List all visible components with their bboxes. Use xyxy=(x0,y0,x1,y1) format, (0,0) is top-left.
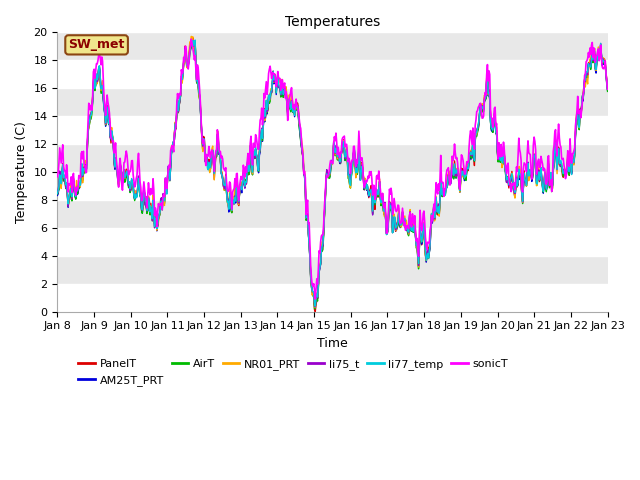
li75_t xyxy=(63,191,71,197)
Line: AirT: AirT xyxy=(58,41,607,309)
NR01_PRT xyxy=(120,169,128,175)
sonicT xyxy=(312,296,319,302)
NR01_PRT xyxy=(401,213,408,219)
li75_t xyxy=(206,165,214,170)
li77_temp xyxy=(191,37,199,43)
Line: li75_t: li75_t xyxy=(58,41,607,307)
li77_temp xyxy=(176,96,184,101)
Legend: PanelT, AM25T_PRT, AirT, NR01_PRT, li75_t, li77_temp, sonicT: PanelT, AM25T_PRT, AirT, NR01_PRT, li75_… xyxy=(74,355,512,390)
NR01_PRT xyxy=(604,85,611,91)
PanelT xyxy=(401,216,408,222)
AM25T_PRT xyxy=(191,37,199,43)
li75_t xyxy=(312,304,319,310)
AM25T_PRT xyxy=(206,168,214,174)
AirT xyxy=(401,217,408,223)
AM25T_PRT xyxy=(176,97,184,103)
Bar xyxy=(58,60,607,87)
NR01_PRT xyxy=(63,191,71,196)
li77_temp xyxy=(401,216,408,221)
AirT xyxy=(63,190,71,196)
li75_t xyxy=(401,217,408,223)
sonicT xyxy=(120,160,128,166)
PanelT xyxy=(176,98,184,104)
li75_t xyxy=(604,86,611,92)
NR01_PRT xyxy=(188,34,195,39)
sonicT xyxy=(63,170,71,176)
AirT xyxy=(206,169,214,175)
li75_t xyxy=(189,38,196,44)
sonicT xyxy=(401,219,408,225)
sonicT xyxy=(417,219,425,225)
li75_t xyxy=(176,96,184,101)
li77_temp xyxy=(417,233,425,239)
PanelT xyxy=(417,237,425,242)
AirT xyxy=(176,97,184,103)
AirT xyxy=(417,234,425,240)
Line: PanelT: PanelT xyxy=(58,38,607,312)
li77_temp xyxy=(604,86,611,92)
PanelT xyxy=(604,85,611,91)
AirT xyxy=(604,88,611,94)
Text: SW_met: SW_met xyxy=(68,38,125,51)
NR01_PRT xyxy=(176,94,184,100)
AirT xyxy=(120,172,128,178)
NR01_PRT xyxy=(312,305,319,311)
PanelT xyxy=(189,35,196,41)
NR01_PRT xyxy=(54,190,61,195)
AirT xyxy=(312,306,319,312)
Bar xyxy=(58,284,607,312)
AM25T_PRT xyxy=(312,304,319,310)
NR01_PRT xyxy=(206,170,214,176)
li75_t xyxy=(54,191,61,196)
li77_temp xyxy=(63,189,71,195)
li77_temp xyxy=(120,167,128,173)
sonicT xyxy=(176,91,184,96)
Line: li77_temp: li77_temp xyxy=(58,40,607,306)
sonicT xyxy=(54,174,61,180)
li77_temp xyxy=(54,191,61,196)
AM25T_PRT xyxy=(417,235,425,241)
Bar xyxy=(58,228,607,256)
NR01_PRT xyxy=(417,236,425,241)
li77_temp xyxy=(312,303,319,309)
sonicT xyxy=(604,86,611,92)
PanelT xyxy=(120,167,128,173)
Line: sonicT: sonicT xyxy=(58,39,607,299)
PanelT xyxy=(206,165,214,170)
AM25T_PRT xyxy=(401,217,408,223)
PanelT xyxy=(63,190,71,195)
AM25T_PRT xyxy=(604,87,611,93)
Line: NR01_PRT: NR01_PRT xyxy=(58,36,607,308)
li75_t xyxy=(417,232,425,238)
Title: Temperatures: Temperatures xyxy=(285,15,380,29)
AM25T_PRT xyxy=(63,192,71,198)
AirT xyxy=(191,38,199,44)
sonicT xyxy=(188,36,195,42)
li77_temp xyxy=(206,165,214,171)
Bar xyxy=(58,172,607,200)
X-axis label: Time: Time xyxy=(317,337,348,350)
Bar xyxy=(58,116,607,144)
AM25T_PRT xyxy=(54,192,61,198)
PanelT xyxy=(54,190,61,195)
PanelT xyxy=(312,309,319,314)
Y-axis label: Temperature (C): Temperature (C) xyxy=(15,120,28,223)
Line: AM25T_PRT: AM25T_PRT xyxy=(58,40,607,307)
AirT xyxy=(54,192,61,197)
sonicT xyxy=(206,149,214,155)
AM25T_PRT xyxy=(120,167,128,173)
li75_t xyxy=(120,168,128,174)
